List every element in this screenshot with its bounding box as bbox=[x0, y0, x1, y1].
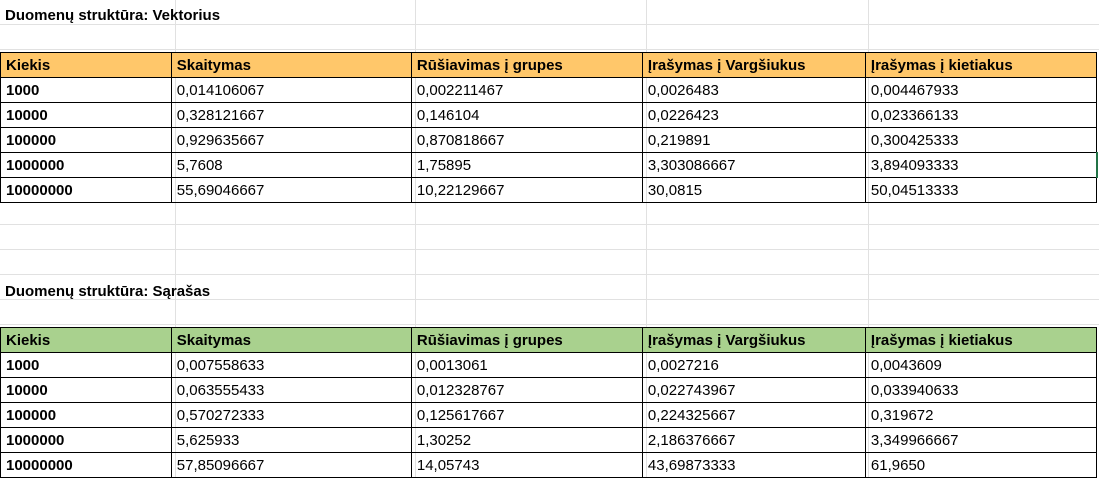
table-row: 1000 0,007558633 0,0013061 0,0027216 0,0… bbox=[0, 352, 1098, 378]
table-cell[interactable]: 0,0027216 bbox=[641, 352, 866, 378]
table-cell[interactable]: 43,69873333 bbox=[641, 452, 866, 478]
table-cell[interactable]: 10000 bbox=[0, 377, 172, 403]
table-cell[interactable]: 55,69046667 bbox=[170, 177, 412, 203]
table-cell[interactable]: 57,85096667 bbox=[170, 452, 412, 478]
section-title-list[interactable]: Duomenų struktūra: Sąrašas bbox=[5, 283, 211, 300]
table-cell[interactable]: 100000 bbox=[0, 402, 172, 428]
table-cell[interactable]: 10000000 bbox=[0, 452, 172, 478]
table-cell[interactable]: 0,870818667 bbox=[410, 127, 643, 153]
grid-row bbox=[0, 250, 1099, 275]
table-cell[interactable]: 0,929635667 bbox=[170, 127, 412, 153]
grid-col bbox=[646, 0, 647, 478]
table-row: 1000000 5,625933 1,30252 2,186376667 3,3… bbox=[0, 427, 1098, 453]
table-cell[interactable]: 1000 bbox=[0, 352, 172, 378]
table-cell[interactable]: 0,002211467 bbox=[410, 77, 643, 103]
table-header-row: Kiekis Skaitymas Rūšiavimas į grupes Įra… bbox=[0, 52, 1098, 78]
table-cell[interactable]: 0,328121667 bbox=[170, 102, 412, 128]
table-row: 100000 0,929635667 0,870818667 0,219891 … bbox=[0, 127, 1098, 153]
grid-row bbox=[0, 225, 1099, 250]
table-cell[interactable]: 5,7608 bbox=[170, 152, 412, 178]
header-cell-skaitymas[interactable]: Skaitymas bbox=[170, 52, 412, 78]
table-row: 10000 0,063555433 0,012328767 0,02274396… bbox=[0, 377, 1098, 403]
table-cell[interactable]: 0,570272333 bbox=[170, 402, 412, 428]
header-cell-vargsiukai[interactable]: Įrašymas į Vargšiukus bbox=[641, 327, 866, 353]
grid-row bbox=[0, 25, 1099, 50]
header-cell-vargsiukai[interactable]: Įrašymas į Vargšiukus bbox=[641, 52, 866, 78]
header-cell-rusiavimas[interactable]: Rūšiavimas į grupes bbox=[410, 52, 643, 78]
table-cell[interactable]: 0,023366133 bbox=[864, 102, 1098, 128]
table-cell[interactable]: 0,004467933 bbox=[864, 77, 1098, 103]
table-row: 10000000 57,85096667 14,05743 43,6987333… bbox=[0, 452, 1098, 478]
table-cell[interactable]: 100000 bbox=[0, 127, 172, 153]
table-cell[interactable]: 1,75895 bbox=[410, 152, 643, 178]
grid-row bbox=[0, 0, 1099, 25]
table-row: 1000 0,014106067 0,002211467 0,0026483 0… bbox=[0, 77, 1098, 103]
header-cell-kietiakai[interactable]: Įrašymas į kietiakus bbox=[864, 327, 1098, 353]
vector-table: Kiekis Skaitymas Rūšiavimas į grupes Įra… bbox=[0, 52, 1098, 203]
grid-col bbox=[175, 0, 176, 478]
table-cell[interactable]: 1,30252 bbox=[410, 427, 643, 453]
grid-row bbox=[0, 300, 1099, 325]
grid-col bbox=[868, 0, 869, 478]
table-cell[interactable]: 0,224325667 bbox=[641, 402, 866, 428]
table-cell[interactable]: 61,9650 bbox=[864, 452, 1098, 478]
table-cell[interactable]: 10000000 bbox=[0, 177, 172, 203]
table-cell[interactable]: 0,0226423 bbox=[641, 102, 866, 128]
section-title-vector[interactable]: Duomenų struktūra: Vektorius bbox=[5, 7, 221, 24]
table-cell[interactable]: 0,300425333 bbox=[864, 127, 1098, 153]
table-cell[interactable]: 14,05743 bbox=[410, 452, 643, 478]
header-cell-rusiavimas[interactable]: Rūšiavimas į grupes bbox=[410, 327, 643, 353]
table-cell[interactable]: 0,022743967 bbox=[641, 377, 866, 403]
table-cell[interactable]: 0,007558633 bbox=[170, 352, 412, 378]
header-cell-kietiakai[interactable]: Įrašymas į kietiakus bbox=[864, 52, 1098, 78]
grid-row bbox=[0, 275, 1099, 300]
table-cell[interactable]: 0,125617667 bbox=[410, 402, 643, 428]
table-cell[interactable]: 0,0043609 bbox=[864, 352, 1098, 378]
table-cell[interactable]: 30,0815 bbox=[641, 177, 866, 203]
table-cell[interactable]: 3,349966667 bbox=[864, 427, 1098, 453]
table-row: 10000 0,328121667 0,146104 0,0226423 0,0… bbox=[0, 102, 1098, 128]
table-row: 10000000 55,69046667 10,22129667 30,0815… bbox=[0, 177, 1098, 203]
grid-row bbox=[0, 200, 1099, 225]
table-cell[interactable]: 0,033940633 bbox=[864, 377, 1098, 403]
table-row: 1000000 5,7608 1,75895 3,303086667 3,894… bbox=[0, 152, 1098, 178]
table-cell[interactable]: 10000 bbox=[0, 102, 172, 128]
table-cell[interactable]: 5,625933 bbox=[170, 427, 412, 453]
table-cell[interactable]: 0,014106067 bbox=[170, 77, 412, 103]
table-cell[interactable]: 1000000 bbox=[0, 427, 172, 453]
grid-col bbox=[415, 0, 416, 478]
table-cell[interactable]: 50,04513333 bbox=[864, 177, 1098, 203]
table-cell[interactable]: 2,186376667 bbox=[641, 427, 866, 453]
table-cell[interactable]: 0,0026483 bbox=[641, 77, 866, 103]
table-cell[interactable]: 0,063555433 bbox=[170, 377, 412, 403]
header-cell-kiekis[interactable]: Kiekis bbox=[0, 327, 172, 353]
table-cell[interactable]: 0,012328767 bbox=[410, 377, 643, 403]
table-cell[interactable]: 1000 bbox=[0, 77, 172, 103]
list-table: Kiekis Skaitymas Rūšiavimas į grupes Įra… bbox=[0, 327, 1098, 478]
table-cell[interactable]: 0,319672 bbox=[864, 402, 1098, 428]
table-cell[interactable]: 3,303086667 bbox=[641, 152, 866, 178]
header-cell-kiekis[interactable]: Kiekis bbox=[0, 52, 172, 78]
table-header-row: Kiekis Skaitymas Rūšiavimas į grupes Įra… bbox=[0, 327, 1098, 353]
header-cell-skaitymas[interactable]: Skaitymas bbox=[170, 327, 412, 353]
table-cell[interactable]: 0,219891 bbox=[641, 127, 866, 153]
table-cell[interactable]: 1000000 bbox=[0, 152, 172, 178]
active-cell-indicator bbox=[1096, 152, 1098, 178]
table-cell[interactable]: 3,894093333 bbox=[864, 152, 1098, 178]
table-cell[interactable]: 10,22129667 bbox=[410, 177, 643, 203]
table-row: 100000 0,570272333 0,125617667 0,2243256… bbox=[0, 402, 1098, 428]
table-cell[interactable]: 0,0013061 bbox=[410, 352, 643, 378]
table-cell[interactable]: 0,146104 bbox=[410, 102, 643, 128]
